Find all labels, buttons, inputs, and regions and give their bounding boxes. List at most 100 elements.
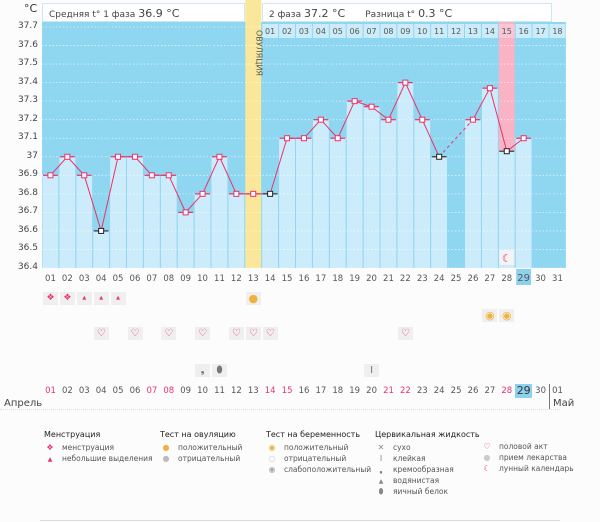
y-tick-label: 36.7 — [17, 206, 38, 217]
cycle-day-cell — [549, 24, 566, 38]
menstruation-icon[interactable]: ❖ — [43, 292, 58, 305]
spotting-icon[interactable]: ▲ — [110, 292, 126, 305]
date-label[interactable]: 12 — [230, 386, 242, 396]
pregnancy-positive-icon: ◉ — [268, 443, 276, 452]
legend-item: ▲ водянистая — [375, 475, 480, 486]
x-tick-label: 26 — [468, 274, 479, 284]
x-tick-label: 06 — [130, 274, 141, 284]
heart-icon[interactable]: ♡ — [228, 327, 244, 340]
date-label[interactable]: 14 — [264, 386, 276, 396]
ovulation-positive-icon: ● — [162, 443, 170, 452]
cycle-day-label: 04 — [316, 27, 326, 36]
heart-icon[interactable]: ♡ — [161, 327, 177, 340]
watery-icon: ▲ — [378, 478, 384, 485]
x-tick-label: 28 — [501, 274, 512, 284]
temp-bar — [279, 138, 295, 268]
temperature-point — [334, 135, 341, 142]
cycle-day-cell — [498, 24, 515, 38]
heart-icon[interactable]: ♡ — [397, 327, 413, 340]
x-tick-label: 10 — [197, 274, 208, 284]
date-label[interactable]: 19 — [349, 386, 361, 396]
date-label[interactable]: 02 — [61, 386, 73, 396]
x-tick-label: 23 — [417, 274, 428, 284]
date-label[interactable]: 06 — [129, 386, 141, 396]
ovulation-negative-icon: ● — [162, 454, 170, 463]
temperature-chart: 01 02 03 04 05 06 07 08 09 10 11 12 13 14 15 16 17 18 ОВУЛ… — [42, 0, 566, 285]
date-label[interactable]: 25 — [450, 386, 462, 396]
ovulation-positive-icon[interactable]: ● — [245, 292, 261, 305]
date-label[interactable]: 09 — [180, 386, 192, 396]
temperature-point — [250, 190, 257, 197]
x-tick-label: 03 — [79, 274, 90, 284]
cycle-day-cell — [380, 24, 397, 38]
date-label[interactable]: 26 — [467, 386, 479, 396]
cycle-day-cell — [414, 24, 431, 38]
date-label[interactable]: 30 — [535, 386, 546, 396]
temperature-line — [168, 175, 187, 213]
date-label[interactable]: 27 — [484, 386, 496, 396]
date-label[interactable]: 15 — [281, 386, 293, 396]
menstruation-icon[interactable]: ❖ — [59, 292, 75, 305]
legend-label: менструация — [62, 443, 114, 452]
date-label[interactable]: 21 — [383, 386, 394, 396]
heart-icon[interactable]: ♡ — [245, 327, 261, 340]
cycle-day-label: 18 — [552, 27, 562, 36]
x-tick-label: 02 — [62, 274, 73, 284]
date-label[interactable]: 16 — [298, 386, 310, 396]
x-tick-label: 25 — [451, 274, 462, 284]
heart-icon[interactable]: ♡ — [195, 327, 211, 340]
sticky-icon[interactable]: I — [364, 364, 380, 377]
date-label[interactable]: 03 — [78, 386, 90, 396]
legend-ovulation-test: Тест на овуляцию ● положительный ● отрицат… — [160, 430, 242, 464]
cycle-day-label: 15 — [502, 27, 512, 36]
phase1-label: Средняя t° 1 фаза — [49, 10, 136, 20]
period-column — [498, 22, 515, 152]
pregnancy-weak-icon[interactable]: ◉ — [482, 309, 498, 322]
temperature-point — [47, 172, 54, 179]
date-label[interactable]: 29 — [515, 384, 533, 398]
date-label[interactable]: 11 — [214, 386, 225, 396]
pregnancy-weak-icon[interactable]: ◉ — [499, 309, 515, 322]
legend-item: ✕ сухо — [375, 442, 480, 453]
cycle-day-cell — [262, 24, 279, 38]
temperature-line — [83, 175, 102, 232]
date-label[interactable]: 01 — [45, 386, 56, 396]
date-label[interactable]: 22 — [399, 386, 411, 396]
heart-icon[interactable]: ♡ — [127, 327, 143, 340]
date-label[interactable]: 07 — [146, 386, 158, 396]
date-label[interactable]: 24 — [433, 386, 445, 396]
date-label[interactable]: 23 — [416, 386, 428, 396]
date-label[interactable]: 13 — [247, 386, 259, 396]
creamy-icon[interactable]: ❟ — [195, 364, 211, 377]
y-tick-label: 37.6 — [17, 39, 38, 50]
temperature-point — [165, 172, 172, 179]
date-label[interactable]: 17 — [315, 386, 327, 396]
temperature-point — [520, 135, 527, 142]
spotting-icon[interactable]: ▲ — [76, 292, 92, 305]
y-tick-label: 36.8 — [17, 187, 38, 198]
heart-icon[interactable]: ♡ — [93, 327, 109, 340]
legend-item: ♡ половой акт — [481, 441, 574, 452]
date-label[interactable]: 18 — [332, 386, 344, 396]
temperature-line — [202, 156, 220, 195]
date-label[interactable]: 28 — [501, 386, 513, 396]
date-label[interactable]: 08 — [163, 386, 175, 396]
temperature-point — [503, 148, 510, 155]
legend-label: небольшие выделения — [62, 454, 153, 463]
date-label[interactable]: 04 — [95, 386, 107, 396]
date-label[interactable]: 01 — [552, 386, 563, 396]
legend-item: ● прием лекарства — [481, 452, 574, 463]
cycle-day-label: 14 — [485, 27, 495, 36]
date-label[interactable]: 05 — [112, 386, 124, 396]
date-label[interactable]: 10 — [197, 386, 208, 396]
temperature-line — [320, 119, 339, 139]
egg-white-icon[interactable]: ⬮ — [212, 364, 227, 377]
legend-title: Тест на овуляцию — [160, 430, 236, 439]
date-label[interactable]: 20 — [366, 386, 377, 396]
heart-icon[interactable]: ♡ — [262, 327, 278, 340]
temp-bar — [498, 151, 515, 268]
spotting-icon[interactable]: ▲ — [93, 292, 109, 305]
cycle-day-label: 02 — [282, 27, 292, 36]
cycle-day-label: 01 — [265, 27, 275, 36]
x-tick-label: 19 — [349, 274, 360, 284]
